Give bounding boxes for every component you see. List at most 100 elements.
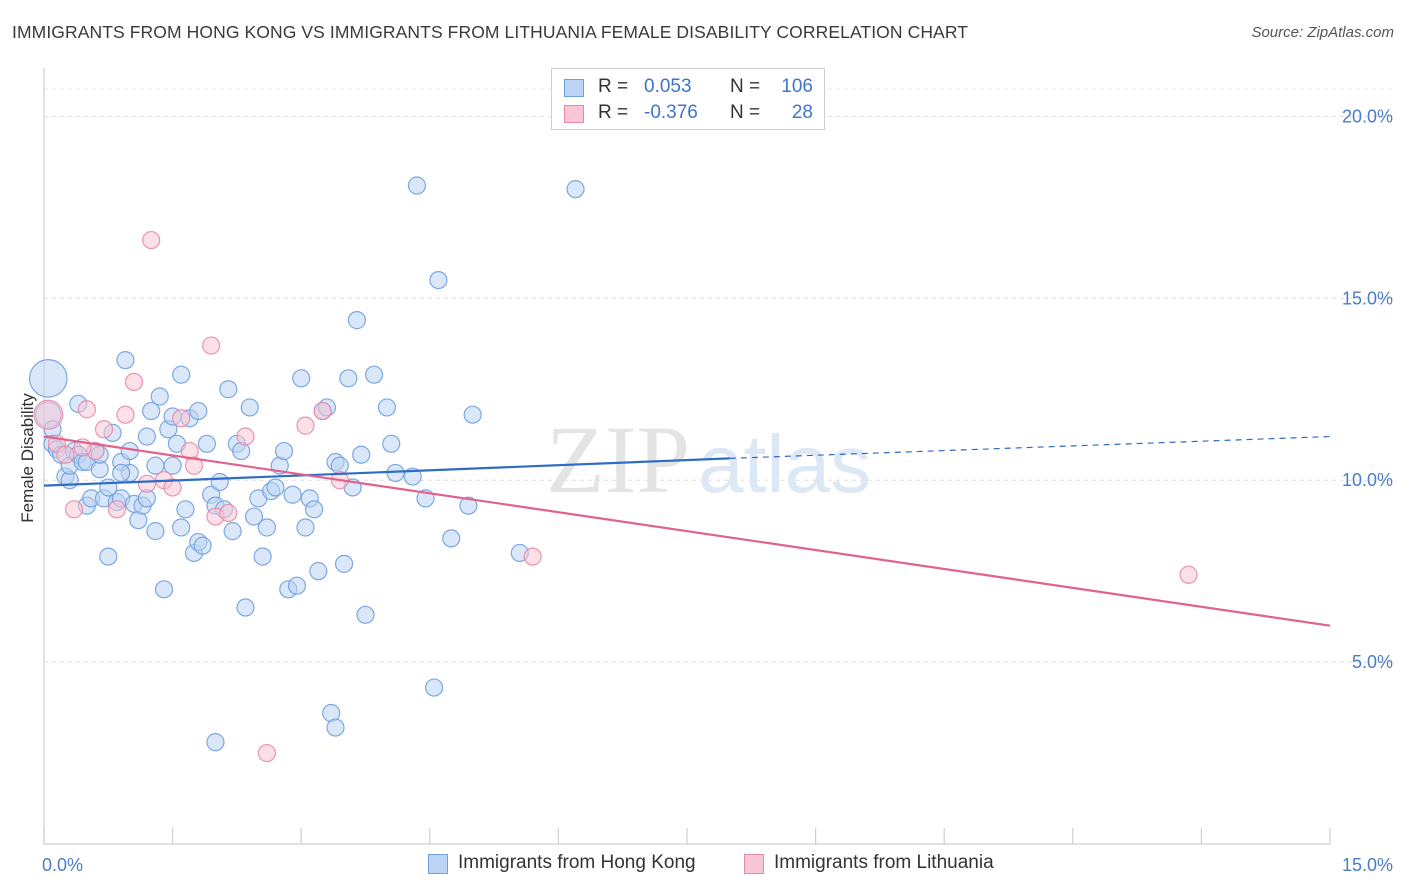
- y-tick-label: 10.0%: [1342, 470, 1393, 490]
- data-point: [287, 576, 307, 595]
- data-point: [28, 359, 68, 398]
- data-point: [356, 605, 375, 624]
- data-point: [459, 496, 478, 515]
- data-point: [382, 434, 401, 453]
- data-point: [219, 380, 238, 399]
- tick-labels: 5.0% 10.0% 15.0% 20.0% 0.0% 15.0%: [42, 106, 1393, 875]
- data-point: [296, 518, 315, 537]
- r-value: -0.376: [644, 102, 698, 123]
- data-point: [429, 270, 448, 290]
- data-point: [403, 467, 422, 486]
- data-point: [189, 401, 208, 421]
- data-point: [223, 522, 242, 541]
- data-point: [566, 180, 585, 199]
- axes: [43, 68, 1331, 845]
- data-point: [163, 456, 182, 475]
- series-hong-kong: [28, 176, 585, 752]
- data-point: [292, 369, 311, 388]
- data-point: [197, 434, 216, 453]
- data-point: [184, 456, 204, 475]
- data-point: [137, 427, 156, 446]
- data-point: [112, 463, 131, 483]
- watermark-atlas: atlas: [698, 419, 871, 510]
- n-value: 28: [791, 102, 813, 123]
- r-value: 0.053: [644, 76, 692, 97]
- data-point: [176, 500, 195, 519]
- data-point: [364, 365, 384, 384]
- data-point: [244, 507, 264, 526]
- data-point: [150, 387, 169, 406]
- trend-line-hong-kong: [43, 457, 730, 487]
- data-point: [326, 718, 345, 737]
- trend-lines: [43, 435, 1331, 627]
- stats-swatch-lithuania: [564, 105, 584, 123]
- n-value: 106: [781, 76, 813, 97]
- data-point: [283, 485, 302, 504]
- data-point: [206, 733, 225, 752]
- source-credit: Source: ZipAtlas.com: [1251, 24, 1394, 41]
- data-point: [107, 500, 126, 519]
- data-point: [94, 420, 114, 439]
- data-point: [33, 399, 64, 430]
- data-point: [274, 441, 294, 461]
- data-point: [219, 503, 238, 523]
- data-point: [116, 405, 135, 424]
- data-point: [309, 562, 328, 581]
- data-point: [172, 518, 191, 537]
- data-point: [347, 311, 367, 330]
- data-point: [142, 401, 161, 421]
- x-tick-label: 15.0%: [1342, 855, 1393, 875]
- data-point: [442, 529, 461, 548]
- data-point: [99, 547, 118, 566]
- n-label: N =: [730, 76, 761, 97]
- data-point: [463, 405, 482, 424]
- data-point: [163, 478, 182, 497]
- data-point: [253, 547, 272, 566]
- y-tick-label: 5.0%: [1352, 652, 1393, 672]
- y-axis-label: Female Disability: [18, 393, 37, 523]
- data-point: [266, 478, 285, 497]
- data-point: [202, 336, 221, 355]
- data-point: [236, 427, 255, 446]
- watermark: ZIP atlas: [546, 406, 871, 513]
- y-tick-label: 15.0%: [1342, 288, 1393, 308]
- data-point: [334, 554, 354, 573]
- legend-swatch-lithuania: [744, 854, 764, 874]
- data-point: [142, 230, 161, 250]
- data-point: [210, 472, 229, 492]
- data-point: [56, 445, 75, 464]
- data-point: [116, 351, 135, 370]
- data-point: [240, 398, 259, 417]
- data-point: [172, 409, 191, 428]
- data-point: [296, 416, 315, 435]
- data-point: [377, 398, 397, 417]
- data-point: [313, 401, 332, 421]
- data-point: [146, 522, 165, 541]
- stats-swatch-hong-kong: [564, 79, 584, 97]
- trend-line-hong-kong-extension: [729, 435, 1331, 459]
- n-label: N =: [730, 102, 761, 123]
- data-point: [64, 500, 84, 519]
- data-point: [124, 372, 144, 392]
- r-label: R =: [598, 76, 629, 97]
- legend-swatch-hong-kong: [428, 854, 448, 874]
- data-point: [137, 474, 156, 493]
- stats-box: R = 0.053 N = 106 R = -0.376 N = 28: [551, 68, 825, 130]
- legend-label: Immigrants from Lithuania: [774, 852, 994, 873]
- y-tick-label: 20.0%: [1342, 106, 1393, 126]
- data-point: [1179, 565, 1198, 584]
- data-point: [193, 536, 212, 555]
- watermark-zip: ZIP: [546, 406, 690, 513]
- data-point: [407, 176, 427, 195]
- data-point: [236, 598, 255, 617]
- legend-label: Immigrants from Hong Kong: [458, 852, 696, 873]
- trend-line-lithuania: [43, 435, 1331, 627]
- chart-title: IMMIGRANTS FROM HONG KONG VS IMMIGRANTS …: [12, 22, 969, 42]
- data-point: [172, 365, 191, 384]
- data-point: [352, 445, 371, 464]
- data-point: [339, 369, 358, 388]
- r-label: R =: [598, 102, 629, 123]
- data-point: [257, 743, 277, 763]
- data-point: [257, 518, 277, 537]
